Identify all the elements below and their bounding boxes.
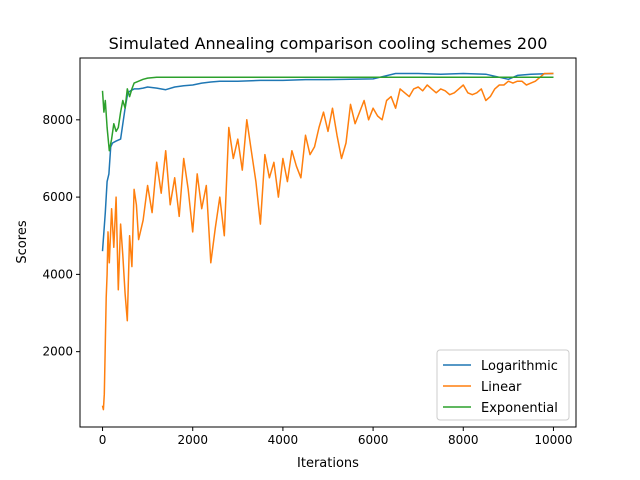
series-layer [101, 72, 554, 411]
y-tick-label: 6000 [42, 190, 73, 204]
y-tick-label: 8000 [42, 113, 73, 127]
x-tick-label: 2000 [177, 433, 208, 447]
plot-frame [79, 57, 577, 428]
series-line-linear [101, 72, 554, 411]
x-tick-label: 10000 [534, 433, 572, 447]
legend-box [436, 349, 570, 421]
legend: Logarithmic Linear Exponential [436, 349, 570, 421]
x-tick-label: 0 [99, 433, 107, 447]
x-tick-label: 8000 [448, 433, 479, 447]
legend-label-logarithmic: Logarithmic [481, 359, 558, 374]
legend-label-linear: Linear [481, 380, 522, 395]
series-line-exponential [101, 76, 554, 152]
x-tick-label: 4000 [268, 433, 299, 447]
y-tick-label: 2000 [42, 345, 73, 359]
series-line-logarithmic [101, 72, 554, 252]
y-axis: 2000 4000 6000 8000 [42, 113, 80, 359]
x-axis: 0 2000 4000 6000 8000 10000 [99, 427, 573, 447]
y-tick-label: 4000 [42, 267, 73, 281]
legend-label-exponential: Exponential [481, 401, 558, 416]
x-axis-label: Iterations [297, 456, 359, 471]
y-axis-label: Scores [15, 220, 30, 263]
x-tick-label: 6000 [358, 433, 389, 447]
chart-title: Simulated Annealing comparison cooling s… [109, 34, 548, 53]
